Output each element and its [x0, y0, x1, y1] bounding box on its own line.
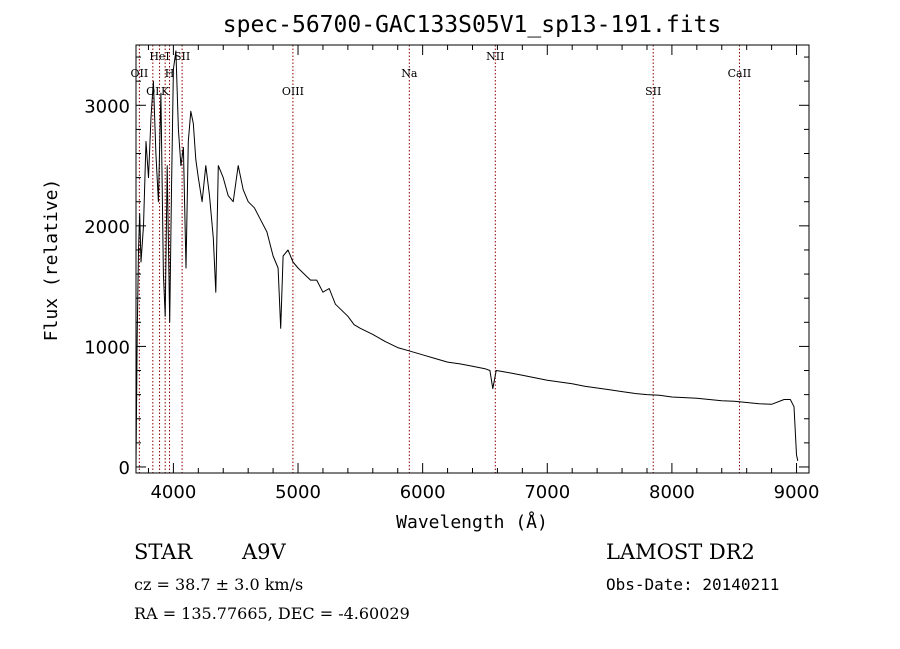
x-tick-label-4000: 4000 [150, 482, 196, 503]
line-label-oiii-6: OIII [282, 85, 304, 98]
x-tick-label-8000: 8000 [649, 482, 695, 503]
object-class: STAR [134, 540, 193, 564]
line-label-sii-5: SII [174, 50, 190, 63]
obs-date-text: Obs-Date: 20140211 [606, 575, 779, 594]
line-label-oii-0: OII [131, 67, 149, 80]
line-label-sii-9: SII [645, 85, 661, 98]
line-label-caii-10: CaII [728, 67, 752, 80]
y-axis-label: Flux (relative) [41, 179, 62, 342]
x-tick-label-6000: 6000 [400, 482, 446, 503]
x-axis-label: Wavelength (Å) [396, 511, 548, 533]
y-tick-label-3000: 3000 [84, 96, 130, 117]
object-subclass: A9V [241, 540, 287, 564]
line-label-h-4: H [165, 67, 175, 80]
y-axis: 0 1000 2000 3000 [84, 56, 809, 479]
radec-text: RA = 135.77665, DEC = -4.60029 [134, 604, 410, 623]
x-tick-label-5000: 5000 [275, 482, 321, 503]
spectrum-series [135, 50, 799, 468]
spectrum-line [135, 50, 799, 468]
line-label-k-3: K [161, 85, 170, 98]
y-tick-label-2000: 2000 [84, 217, 130, 238]
plot-frame [135, 44, 810, 474]
survey-name: LAMOST DR2 [606, 540, 755, 564]
x-axis: 4000 5000 6000 7000 8000 9000 [147, 45, 820, 503]
x-tick-label-7000: 7000 [524, 482, 570, 503]
redshift-text: cz = 38.7 ± 3.0 km/s [134, 575, 303, 594]
line-label-nii-8: NII [486, 50, 504, 63]
chart-title: spec-56700-GAC133S05V1_sp13-191.fits [223, 12, 722, 38]
y-tick-label-0: 0 [119, 458, 130, 479]
line-label-na-7: Na [401, 67, 418, 80]
line-label-hei-2: HeI [149, 50, 169, 63]
y-tick-label-1000: 1000 [84, 337, 130, 358]
footer-info: STAR A9V LAMOST DR2 cz = 38.7 ± 3.0 km/s… [134, 540, 779, 623]
x-tick-label-9000: 9000 [774, 482, 820, 503]
